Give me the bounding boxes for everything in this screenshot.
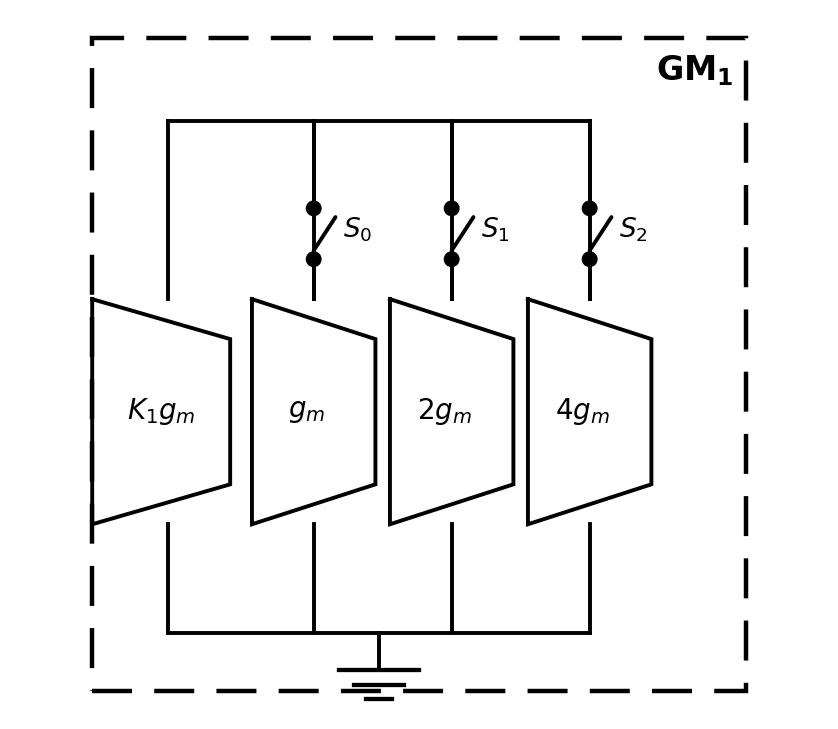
- Text: $K_1g_m$: $K_1g_m$: [127, 396, 195, 427]
- Text: $S_0$: $S_0$: [343, 216, 372, 244]
- Circle shape: [444, 252, 459, 267]
- Text: $g_m$: $g_m$: [287, 398, 325, 425]
- Text: $S_2$: $S_2$: [618, 216, 648, 244]
- FancyBboxPatch shape: [92, 38, 746, 691]
- Circle shape: [444, 201, 459, 216]
- Text: $\mathbf{GM_1}$: $\mathbf{GM_1}$: [656, 53, 734, 87]
- Circle shape: [582, 252, 597, 267]
- Text: $2g_m$: $2g_m$: [417, 396, 472, 427]
- Circle shape: [307, 252, 321, 267]
- Circle shape: [307, 201, 321, 216]
- Text: $4g_m$: $4g_m$: [555, 396, 610, 427]
- Text: $S_1$: $S_1$: [481, 216, 510, 244]
- Circle shape: [582, 201, 597, 216]
